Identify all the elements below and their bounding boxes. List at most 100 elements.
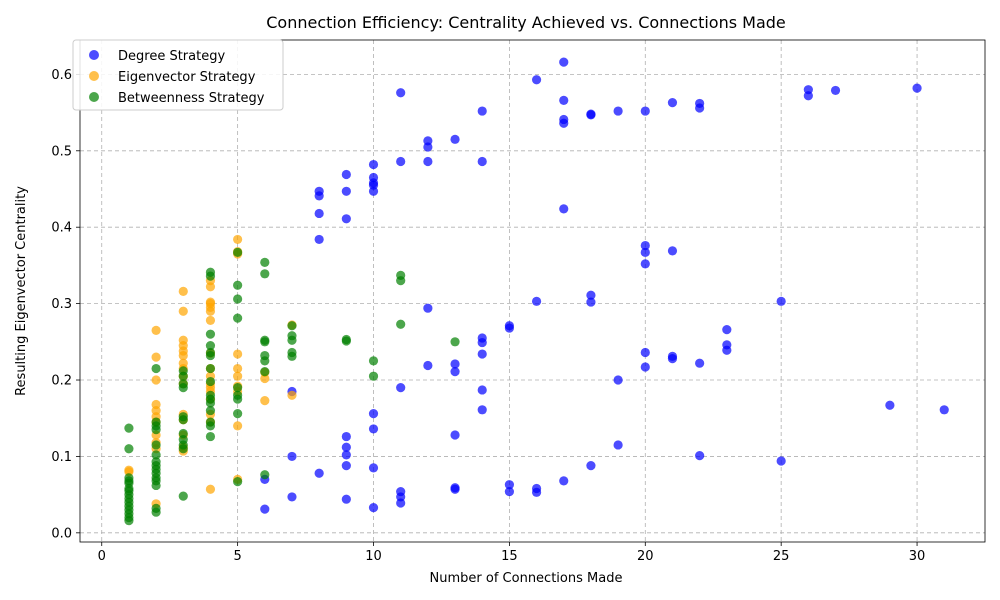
data-point <box>586 109 596 119</box>
data-point <box>368 371 379 381</box>
data-point <box>205 417 216 427</box>
data-point <box>586 460 596 471</box>
data-point <box>640 362 650 372</box>
data-point <box>477 333 487 343</box>
data-point <box>803 85 813 95</box>
data-point <box>151 363 161 374</box>
data-point <box>314 186 324 196</box>
data-point <box>178 306 188 316</box>
data-point <box>233 409 243 419</box>
data-point <box>396 383 406 393</box>
data-point <box>178 358 188 368</box>
data-point <box>640 259 650 269</box>
data-point <box>233 313 243 323</box>
data-point <box>640 106 650 116</box>
data-point <box>477 385 487 395</box>
legend-label-betweenness: Betweenness Strategy <box>118 91 265 106</box>
data-point <box>559 204 569 214</box>
data-point <box>260 269 270 279</box>
data-point <box>341 460 351 471</box>
data-point <box>260 396 270 406</box>
data-point <box>396 88 406 98</box>
data-point <box>341 334 351 345</box>
x-tick-label: 15 <box>501 549 518 564</box>
data-point <box>178 428 188 439</box>
data-point <box>667 351 678 361</box>
data-point <box>559 95 569 105</box>
y-tick-label: 0.2 <box>51 374 72 389</box>
data-point <box>233 349 243 359</box>
plot-frame <box>79 39 986 543</box>
data-point <box>667 246 678 256</box>
data-point <box>151 399 161 410</box>
data-point <box>722 324 732 335</box>
data-point <box>559 476 569 486</box>
data-point <box>260 470 270 480</box>
data-point <box>151 375 161 385</box>
data-point <box>178 491 188 501</box>
data-point <box>287 321 297 331</box>
data-point <box>233 280 243 290</box>
data-point <box>178 286 188 296</box>
data-point <box>341 494 351 504</box>
chart-title: Connection Efficiency: Centrality Achiev… <box>266 13 786 32</box>
data-point <box>205 484 216 494</box>
data-point <box>205 297 216 307</box>
data-point <box>504 480 514 490</box>
data-point <box>233 371 243 381</box>
series-0 <box>260 57 949 514</box>
data-point <box>178 379 188 389</box>
data-point <box>205 390 216 400</box>
data-point <box>341 169 351 180</box>
y-tick-label: 0.0 <box>51 526 72 541</box>
data-point <box>233 363 243 374</box>
data-point <box>178 412 188 422</box>
data-point <box>450 337 460 347</box>
data-point <box>559 114 569 125</box>
data-point <box>939 405 949 415</box>
data-point <box>260 350 270 361</box>
data-point <box>450 483 460 493</box>
legend-box <box>72 39 284 111</box>
legend-entry-eigenvector: Eigenvector Strategy <box>89 70 256 85</box>
data-point <box>260 257 270 267</box>
x-tick-label: 20 <box>637 549 654 564</box>
legend: Degree Strategy Eigenvector Strategy Bet… <box>72 39 284 111</box>
data-point <box>613 375 623 385</box>
data-point <box>667 98 678 108</box>
data-point <box>151 440 161 450</box>
data-point <box>205 431 216 442</box>
legend-marker-degree <box>89 50 99 60</box>
data-point <box>260 504 270 514</box>
data-point <box>314 234 324 245</box>
data-point <box>205 315 216 326</box>
data-point <box>233 383 243 393</box>
data-point <box>314 468 324 478</box>
data-point <box>205 347 216 358</box>
data-point <box>586 297 596 307</box>
data-point <box>695 98 705 109</box>
data-point <box>423 136 433 146</box>
data-point <box>124 444 134 454</box>
legend-label-degree: Degree Strategy <box>118 49 225 64</box>
data-point <box>287 390 297 400</box>
data-point <box>396 156 406 167</box>
data-point <box>477 156 487 167</box>
legend-marker-betweenness <box>89 92 99 102</box>
data-point <box>287 331 297 341</box>
data-point <box>341 442 351 452</box>
data-point <box>613 106 623 116</box>
data-point <box>314 208 324 219</box>
data-point <box>912 83 922 93</box>
y-tick-label: 0.6 <box>51 68 72 83</box>
data-point <box>396 319 406 329</box>
data-point <box>205 376 216 387</box>
data-point <box>559 57 569 67</box>
x-tick-label: 0 <box>98 549 106 564</box>
data-point <box>178 366 188 376</box>
data-point <box>287 347 297 358</box>
data-point <box>586 290 596 300</box>
data-point <box>640 240 650 251</box>
data-point <box>233 477 243 487</box>
